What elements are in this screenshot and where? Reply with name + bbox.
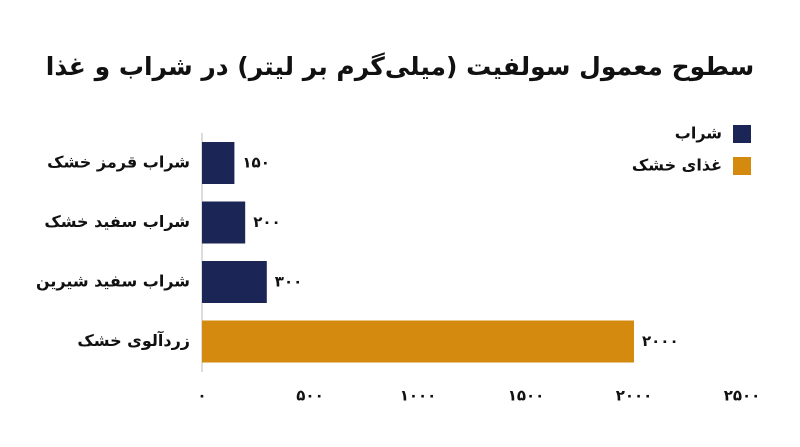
legend-swatch [733,157,751,175]
x-tick-label: ۰ [197,387,206,405]
legend-label: شراب [675,124,722,143]
value-label: ۱۵۰ [242,154,269,172]
value-label: ۳۰۰ [275,273,302,291]
bar [202,320,634,363]
bar [202,261,267,303]
x-tick-label: ۱۰۰۰ [400,387,437,405]
x-tick-label: ۵۰۰ [296,387,323,405]
x-tick-label: ۱۵۰۰ [508,387,545,405]
legend-label: غذای خشک [632,156,722,175]
chart-title: سطوح معمول سولفیت (میلی‌گرم بر لیتر) در … [46,52,754,82]
x-tick-label: ۲۰۰۰ [616,387,653,405]
bar [202,142,235,184]
x-tick-label: ۲۵۰۰ [724,387,761,405]
legend-swatch [733,125,751,143]
y-tick-label: شراب سفید خشک [44,212,190,231]
y-tick-label: شراب سفید شیرین [36,272,190,291]
bar [202,201,246,244]
y-tick-label: شراب قرمز خشک [47,153,190,172]
y-tick-label: زردآلوی خشک [77,330,190,350]
value-label: ۲۰۰ [253,213,280,231]
value-label: ۲۰۰۰ [642,332,679,350]
